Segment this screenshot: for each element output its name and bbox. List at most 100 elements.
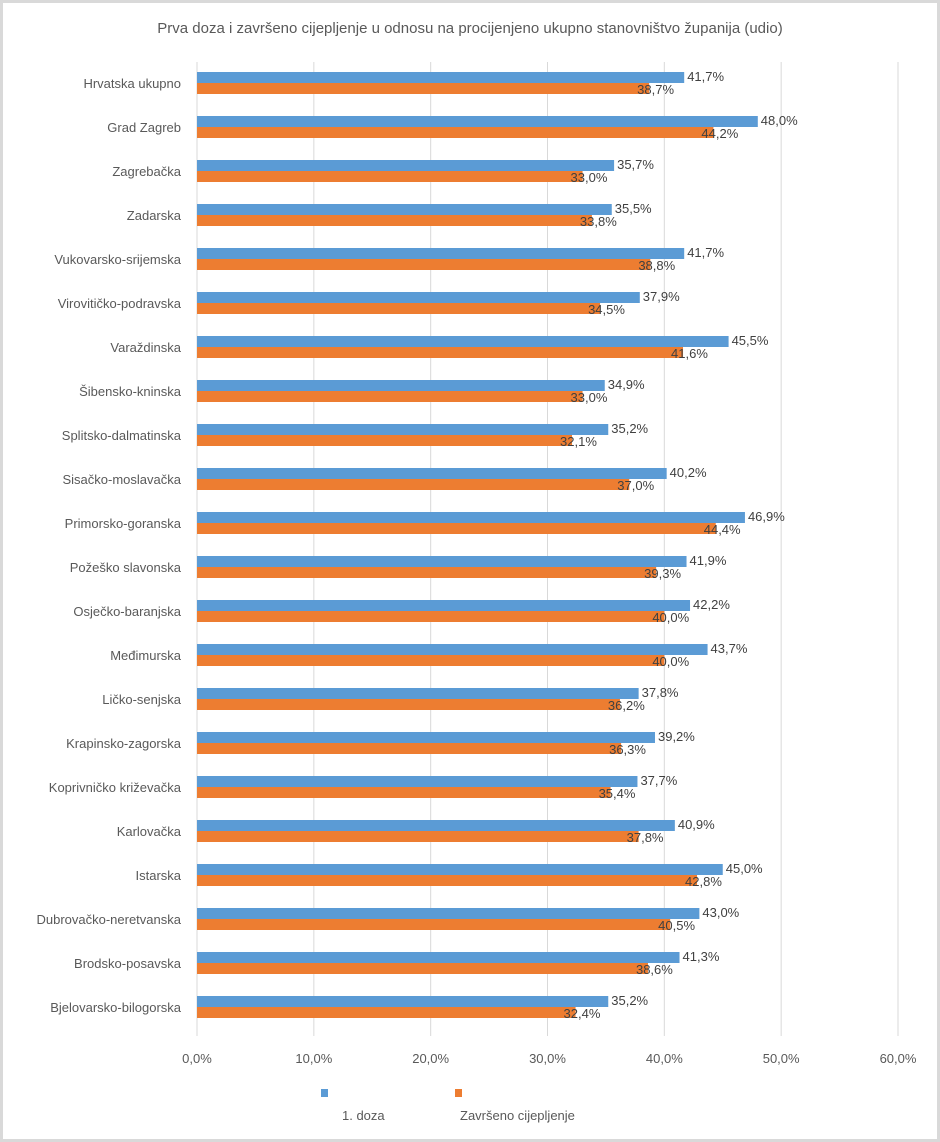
- data-label: 37,9%: [643, 289, 680, 304]
- bar-first-dose: [197, 160, 615, 171]
- category-label: Šibensko-kninska: [79, 384, 182, 399]
- data-label: 40,0%: [652, 610, 689, 625]
- bar-first-dose: [197, 424, 609, 435]
- bar-first-dose: [197, 468, 667, 479]
- bar-completed: [197, 787, 611, 798]
- bar-completed: [197, 963, 648, 974]
- bar-first-dose: [197, 908, 700, 919]
- category-label: Osječko-baranjska: [73, 604, 181, 619]
- bar-completed: [197, 567, 657, 578]
- bar-completed: [197, 435, 573, 446]
- x-tick-label: 0,0%: [182, 1051, 212, 1066]
- bar-first-dose: [197, 644, 708, 655]
- data-label: 41,3%: [683, 949, 720, 964]
- legend-label: Završeno cijepljenje: [460, 1108, 575, 1123]
- data-label: 41,9%: [690, 553, 727, 568]
- category-label: Brodsko-posavska: [74, 956, 182, 971]
- data-label: 45,0%: [726, 861, 763, 876]
- data-label: 41,6%: [671, 346, 708, 361]
- bar-first-dose: [197, 952, 680, 963]
- data-label: 35,2%: [611, 421, 648, 436]
- category-label: Primorsko-goranska: [65, 516, 182, 531]
- bar-first-dose: [197, 248, 685, 259]
- data-label: 39,2%: [658, 729, 695, 744]
- x-tick-label: 30,0%: [529, 1051, 566, 1066]
- bar-first-dose: [197, 996, 609, 1007]
- data-label: 45,5%: [732, 333, 769, 348]
- data-label: 32,1%: [560, 434, 597, 449]
- category-label: Istarska: [135, 868, 181, 883]
- data-label: 40,2%: [670, 465, 707, 480]
- data-label: 36,3%: [609, 742, 646, 757]
- bar-first-dose: [197, 204, 612, 215]
- bar-first-dose: [197, 600, 691, 611]
- bar-completed: [197, 743, 622, 754]
- bar-completed: [197, 303, 601, 314]
- data-label: 34,5%: [588, 302, 625, 317]
- category-label: Sisačko-moslavačka: [63, 472, 182, 487]
- chart-title: Prva doza i završeno cijepljenje u odnos…: [157, 20, 783, 37]
- data-label: 35,2%: [611, 993, 648, 1008]
- bar-completed: [197, 171, 583, 182]
- category-label: Požeško slavonska: [70, 560, 182, 575]
- data-label: 48,0%: [761, 113, 798, 128]
- category-label: Zagrebačka: [112, 164, 181, 179]
- bar-first-dose: [197, 556, 687, 567]
- bar-completed: [197, 1007, 576, 1018]
- category-label: Hrvatska ukupno: [83, 76, 181, 91]
- data-label: 36,2%: [608, 698, 645, 713]
- data-label: 38,8%: [638, 258, 675, 273]
- data-label: 42,2%: [693, 597, 730, 612]
- data-label: 40,9%: [678, 817, 715, 832]
- data-label: 37,0%: [617, 478, 654, 493]
- data-label: 37,8%: [642, 685, 679, 700]
- legend-label: 1. doza: [342, 1108, 385, 1123]
- category-label: Virovitičko-podravska: [58, 296, 182, 311]
- bar-completed: [197, 611, 665, 622]
- bar-completed: [197, 391, 583, 402]
- data-label: 40,0%: [652, 654, 689, 669]
- data-label: 46,9%: [748, 509, 785, 524]
- bar-first-dose: [197, 336, 729, 347]
- category-label: Međimurska: [110, 648, 182, 663]
- category-label: Dubrovačko-neretvanska: [36, 912, 181, 927]
- data-label: 43,7%: [711, 641, 748, 656]
- category-label: Ličko-senjska: [102, 692, 182, 707]
- bar-first-dose: [197, 380, 605, 391]
- bar-completed: [197, 831, 639, 842]
- bar-completed: [197, 655, 665, 666]
- bar-completed: [197, 699, 620, 710]
- data-label: 32,4%: [564, 1006, 601, 1021]
- x-tick-label: 60,0%: [880, 1051, 917, 1066]
- data-label: 41,7%: [687, 69, 724, 84]
- bar-completed: [197, 919, 671, 930]
- category-label: Karlovačka: [117, 824, 182, 839]
- data-label: 43,0%: [702, 905, 739, 920]
- bar-completed: [197, 523, 716, 534]
- bar-first-dose: [197, 72, 685, 83]
- bar-completed: [197, 479, 630, 490]
- data-label: 37,8%: [627, 830, 664, 845]
- data-label: 44,2%: [701, 126, 738, 141]
- bar-completed: [197, 83, 650, 94]
- bar-first-dose: [197, 776, 638, 787]
- data-label: 35,4%: [599, 786, 636, 801]
- category-label: Zadarska: [127, 208, 182, 223]
- category-label: Grad Zagreb: [107, 120, 181, 135]
- x-tick-label: 20,0%: [412, 1051, 449, 1066]
- data-label: 35,7%: [617, 157, 654, 172]
- legend-swatch: [321, 1089, 328, 1097]
- data-label: 38,6%: [636, 962, 673, 977]
- bar-first-dose: [197, 512, 745, 523]
- bar-first-dose: [197, 820, 675, 831]
- x-tick-label: 40,0%: [646, 1051, 683, 1066]
- bar-completed: [197, 875, 698, 886]
- category-label: Vukovarsko-srijemska: [54, 252, 181, 267]
- bar-completed: [197, 347, 684, 358]
- category-label: Splitsko-dalmatinska: [62, 428, 182, 443]
- bar-first-dose: [197, 732, 655, 743]
- category-label: Krapinsko-zagorska: [66, 736, 182, 751]
- data-label: 44,4%: [704, 522, 741, 537]
- x-tick-label: 50,0%: [763, 1051, 800, 1066]
